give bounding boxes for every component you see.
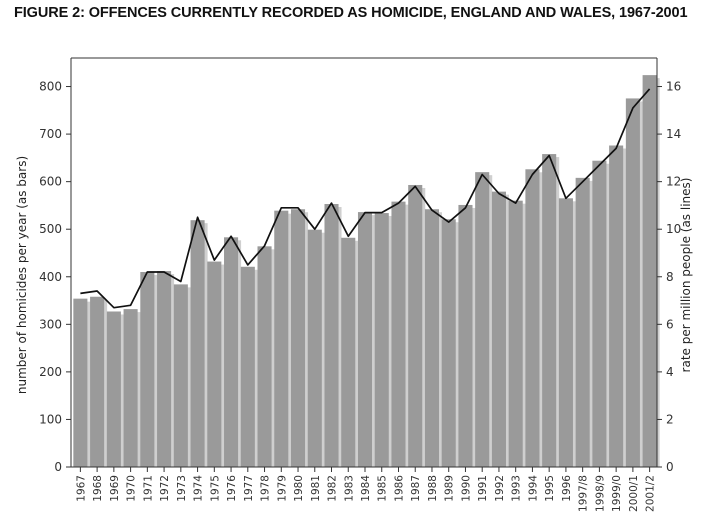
y-right-tick-label: 16 [666,80,681,94]
bar [424,209,440,468]
bar [157,271,172,467]
y-right-tick-label: 2 [666,412,674,426]
bar [491,191,506,467]
bar [257,246,272,467]
bar [475,172,490,468]
x-tick-label: 1979 [276,475,288,502]
y-right-tick-label: 4 [666,365,674,379]
x-tick-label: 1993 [511,475,523,502]
bar [324,204,339,468]
y-right-tick-label: 8 [666,270,674,284]
y-right-tick-label: 0 [666,460,674,474]
x-tick-label: 1970 [126,475,138,502]
y-axis-right-label: rate per million people (as lines) [679,178,693,373]
x-tick-label: 1994 [527,475,539,502]
x-tick-label: 1975 [209,475,221,502]
x-tick-label: 1984 [360,475,372,502]
bar [190,220,205,467]
bar [542,154,557,467]
bar [575,177,590,468]
y-right-tick-label: 14 [666,127,681,141]
bar [642,75,657,467]
axes-layer: 0 100 200 300 400 500 600 700 800 0 2 4 6 8 10 12 14 16 19… [39,57,681,512]
y-left-tick-label: 700 [39,127,62,141]
line-layer [80,88,651,309]
x-tick-label: 1983 [343,475,355,502]
x-tick-label: 2000/1 [628,475,640,512]
bar [592,160,607,467]
x-tick-label: 1981 [310,475,322,502]
bar [290,209,306,468]
bar [441,219,456,467]
x-tick-label: 1969 [109,475,121,502]
x-tick-label: 1992 [494,475,506,502]
bar [140,272,155,467]
x-tick-label: 1976 [226,475,238,502]
x-tick-label: 1988 [427,475,439,502]
bar [525,169,540,467]
x-tick-label: 1982 [327,475,339,502]
x-tick-label: 1974 [193,475,205,502]
y-left-tick-label: 200 [39,365,62,379]
y-left-tick-label: 100 [39,412,62,426]
x-tick-label: 2001/2 [645,475,657,512]
x-tick-label: 1980 [293,475,305,502]
y-left-tick-label: 800 [39,80,62,94]
x-tick-label: 1995 [544,475,556,502]
bar [73,298,88,467]
x-tick-label: 1968 [92,475,104,502]
bar [458,204,473,467]
rate-line [80,88,651,309]
bar [240,266,255,467]
y-axis-left-label: number of homicides per year (as bars) [15,156,29,394]
x-tick-label: 1973 [176,475,188,502]
bar [341,237,356,467]
y-right-tick-label: 6 [666,317,674,331]
x-tick-label: 1986 [393,475,405,502]
y-left-tick-label: 500 [39,222,62,236]
x-tick-label: 1985 [377,475,389,502]
chart-title: FIGURE 2: OFFENCES CURRENTLY RECORDED AS… [14,5,688,21]
x-tick-label: 1999/0 [611,475,623,512]
bar [307,229,322,467]
y-left-tick-label: 600 [39,175,62,189]
x-tick-label: 1997/8 [578,475,590,512]
y-left-tick-label: 300 [39,317,62,331]
x-tick-label: 1977 [243,475,255,502]
bar [374,213,389,467]
x-tick-label: 1978 [260,475,272,502]
bars-layer [73,75,660,468]
x-tick-label: 1991 [477,475,489,502]
x-tick-label: 1989 [444,475,456,502]
bar [625,98,640,468]
y-left-tick-label: 0 [54,460,62,474]
bar [224,237,239,467]
bar [508,200,523,467]
bar [173,284,188,467]
x-tick-label: 1998/9 [594,475,606,512]
bar [274,210,289,467]
bar [609,145,624,468]
y-right-tick-label: 10 [666,222,681,236]
bar [391,201,406,467]
bar [408,184,423,468]
bar [123,309,138,467]
x-tick-label: 1971 [142,475,154,502]
y-right-tick-label: 12 [666,175,681,189]
bar [207,261,222,467]
x-tick-label: 1967 [75,475,87,502]
x-tick-label: 1990 [460,475,472,502]
bar [90,296,105,467]
y-left-tick-label: 400 [39,270,62,284]
x-tick-label: 1996 [561,475,573,502]
x-tick-label: 1972 [159,475,171,502]
bar [106,311,121,467]
bar [558,198,573,467]
bar [357,212,373,467]
x-tick-label: 1987 [410,475,422,502]
